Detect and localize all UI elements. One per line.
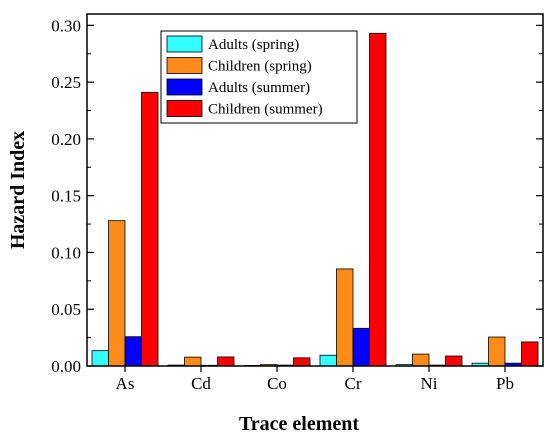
bar-as-series-4	[141, 91, 159, 367]
x-tick-label-cr: Cr	[345, 374, 362, 393]
legend-swatch-2	[166, 57, 203, 74]
legend-label-3: Adults (summer)	[208, 80, 310, 96]
bar-cr-series-3	[352, 327, 370, 367]
bar-co-series-4	[293, 357, 311, 367]
bar-ni-series-2	[412, 353, 430, 367]
bar-cd-series-2	[184, 356, 202, 367]
x-tick-label-co: Co	[267, 374, 287, 393]
y-axis: 0.00 0.05 0.10 0.15 0.20 0.25 0.30	[51, 16, 543, 376]
bar-cr-series-2	[336, 268, 354, 367]
plot-frame	[86, 13, 544, 367]
bar-as-series-3	[124, 336, 142, 367]
bars-layer	[91, 32, 539, 367]
x-tick-label-ni: Ni	[421, 374, 438, 393]
bar-as-series-2	[108, 220, 126, 367]
y-tick-label: 0.20	[51, 130, 81, 149]
legend-label-1: Adults (spring)	[208, 37, 299, 53]
bar-as-series-1	[91, 350, 109, 367]
x-tick-label-cd: Cd	[191, 374, 211, 393]
y-tick-label: 0.00	[51, 357, 81, 376]
x-axis: As Cd Co Cr Ni Pb	[116, 366, 514, 393]
y-tick-label: 0.10	[51, 243, 81, 262]
bar-cr-series-4	[369, 32, 387, 367]
bar-cd-series-4	[217, 356, 235, 367]
legend-swatch-4	[166, 100, 203, 117]
y-tick-label: 0.05	[51, 300, 81, 319]
y-tick-label: 0.15	[51, 187, 81, 206]
y-tick-label: 0.30	[51, 16, 81, 35]
x-tick-label-as: As	[116, 374, 135, 393]
legend-swatch-1	[166, 35, 203, 53]
legend-swatch-3	[166, 78, 203, 96]
bar-pb-series-2	[488, 336, 506, 367]
legend-label-2: Children (spring)	[208, 59, 312, 75]
y-tick-label: 0.25	[51, 73, 81, 92]
bar-ni-series-4	[445, 355, 463, 367]
x-tick-label-pb: Pb	[496, 374, 514, 393]
legend: Adults (spring) Children (spring) Adults (…	[160, 30, 358, 124]
x-axis-title: Trace element	[239, 413, 359, 435]
bar-pb-series-4	[521, 341, 539, 367]
y-axis-title: Hazard Index	[7, 131, 29, 249]
bar-cr-series-1	[319, 354, 337, 367]
legend-label-4: Children (summer)	[208, 102, 323, 118]
